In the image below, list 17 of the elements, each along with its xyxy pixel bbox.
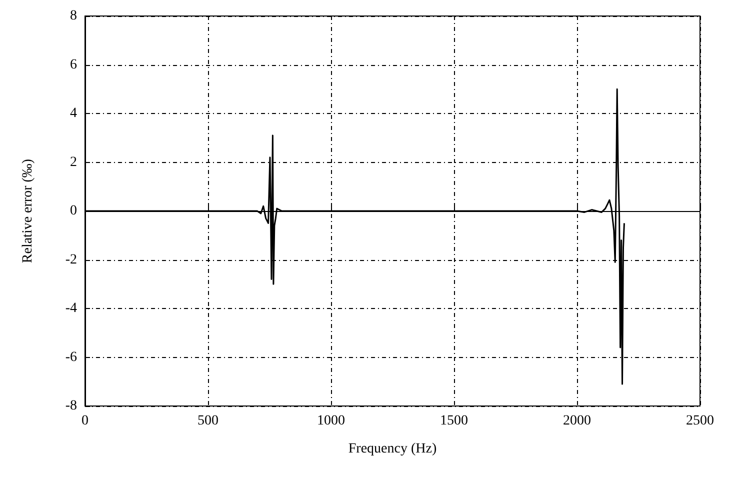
y-tick-label: 0: [70, 204, 77, 218]
x-axis-title: Frequency (Hz): [348, 442, 437, 456]
x-tick-label: 2000: [563, 414, 591, 428]
x-tick-label: 2500: [686, 414, 714, 428]
y-tick-label: 4: [70, 106, 77, 121]
y-tick-label: 8: [70, 8, 77, 24]
x-tick-label: 1500: [440, 414, 468, 428]
y-axis-title: Relative error (‰): [20, 158, 36, 264]
x-tick-label: 0: [82, 414, 88, 428]
x-tick-label: 500: [198, 414, 218, 428]
y-tick-label: -2: [65, 252, 77, 268]
x-tick-label: 1000: [317, 414, 345, 428]
y-tick-label: 2: [70, 154, 77, 170]
y-tick-label: -6: [65, 350, 77, 365]
y-tick-label: -8: [65, 398, 77, 414]
y-tick-label: 6: [70, 57, 77, 72]
y-tick-label: -4: [65, 301, 77, 316]
